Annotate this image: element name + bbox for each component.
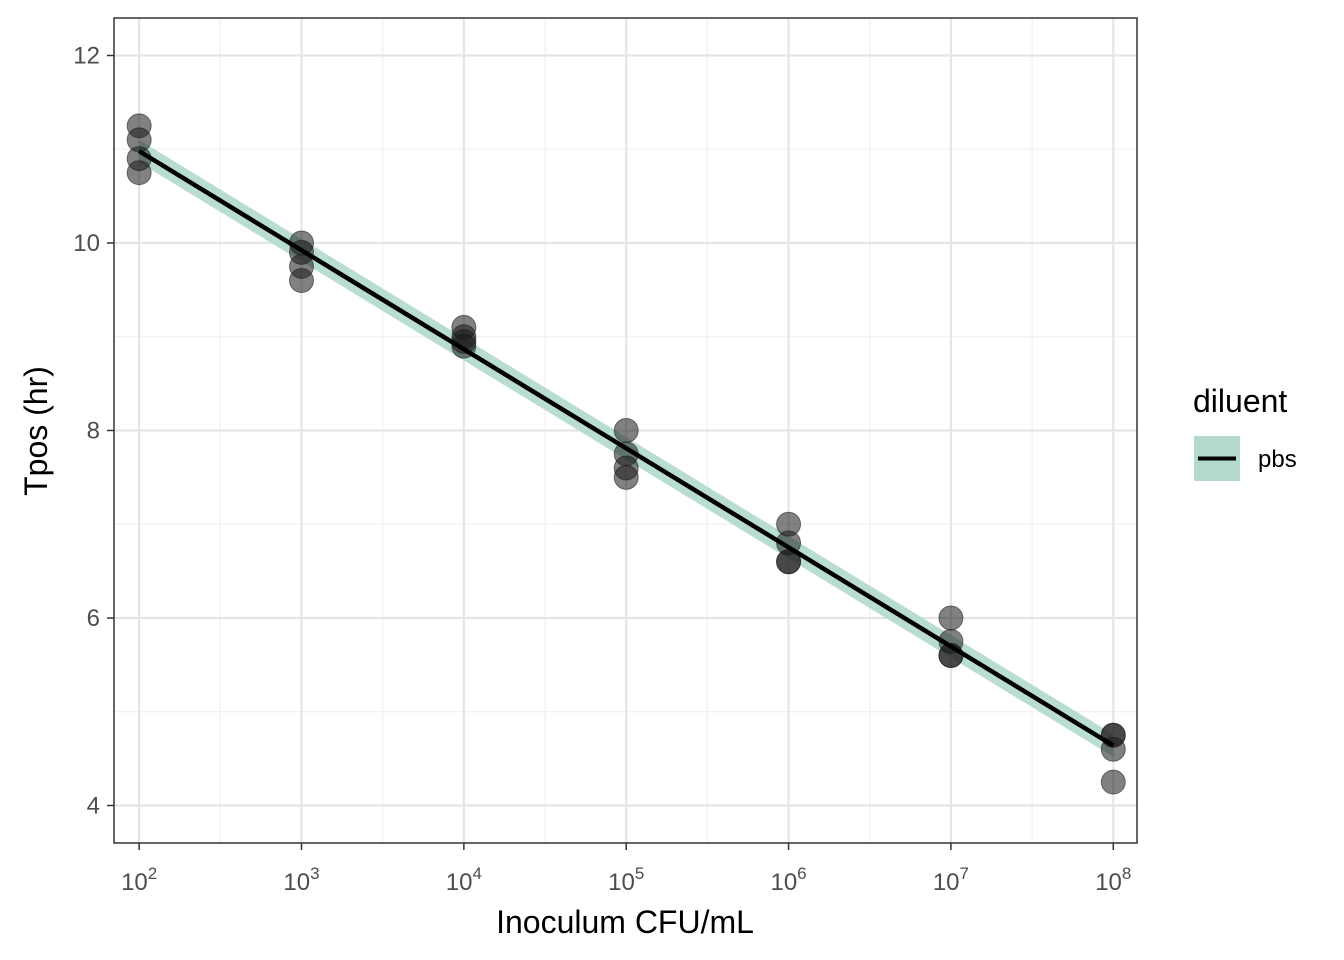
data-point xyxy=(938,605,964,631)
x-tick-label: 108 xyxy=(1095,864,1131,896)
legend: diluent pbs xyxy=(1193,383,1297,481)
x-tick-label: 106 xyxy=(770,864,806,896)
x-tick-label: 105 xyxy=(608,864,644,896)
y-tick-label: 10 xyxy=(73,230,100,257)
data-point xyxy=(613,464,639,490)
x-axis-title: Inoculum CFU/mL xyxy=(496,904,754,940)
fit-line xyxy=(137,149,1115,748)
data-points xyxy=(126,113,1126,795)
data-point xyxy=(613,418,639,443)
data-point xyxy=(289,268,315,293)
y-tick-label: 4 xyxy=(87,793,100,820)
data-point xyxy=(126,160,152,186)
y-tick-label: 6 xyxy=(87,605,100,632)
y-tick-label: 8 xyxy=(87,418,100,445)
x-tick-label: 102 xyxy=(121,864,157,896)
legend-label-pbs: pbs xyxy=(1258,446,1297,473)
y-tick-label: 12 xyxy=(73,43,100,70)
x-axis: 102 103 104 105 106 107 108 xyxy=(121,843,1131,896)
x-tick-label: 103 xyxy=(283,864,319,896)
legend-title: diluent xyxy=(1193,383,1287,419)
data-point xyxy=(1100,769,1126,795)
y-axis-title: Tpos (hr) xyxy=(18,366,54,496)
x-tick-label: 107 xyxy=(933,864,969,896)
x-tick-label: 104 xyxy=(446,864,482,896)
y-axis: 4 6 8 10 12 xyxy=(73,43,114,820)
fit-line-layer xyxy=(137,149,1115,748)
